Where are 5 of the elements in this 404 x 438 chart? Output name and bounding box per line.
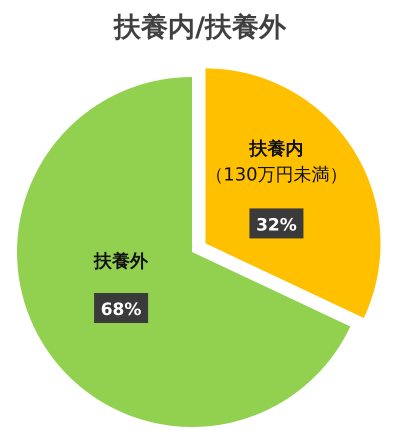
data-label: 32% (256, 215, 297, 236)
slice-label: 扶養内（130万円未満） (205, 138, 348, 186)
data-label: 68% (100, 300, 142, 320)
chart-title: 扶養内/扶養外 (113, 12, 287, 43)
slice-label: 扶養外 (93, 251, 150, 272)
